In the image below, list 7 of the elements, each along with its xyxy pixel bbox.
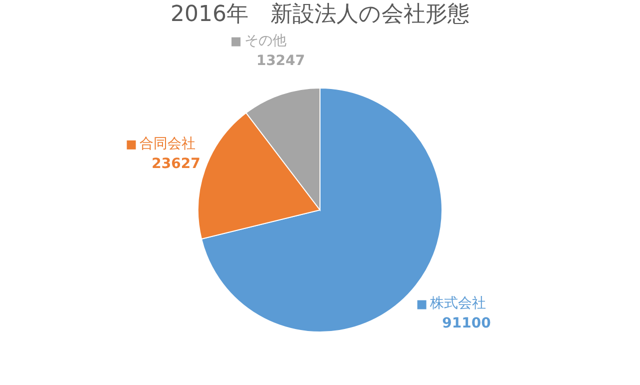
data-label: 91100 xyxy=(442,316,492,332)
legend-label: その他 xyxy=(244,32,286,49)
data-label: 13247 xyxy=(256,52,306,69)
data-label: 23627 xyxy=(152,156,200,172)
legend-label: 株式会社 xyxy=(429,296,486,312)
chart-title: 2016年 新設法人の会社形態 xyxy=(170,2,470,27)
legend-label: 合同会社 xyxy=(140,136,196,152)
